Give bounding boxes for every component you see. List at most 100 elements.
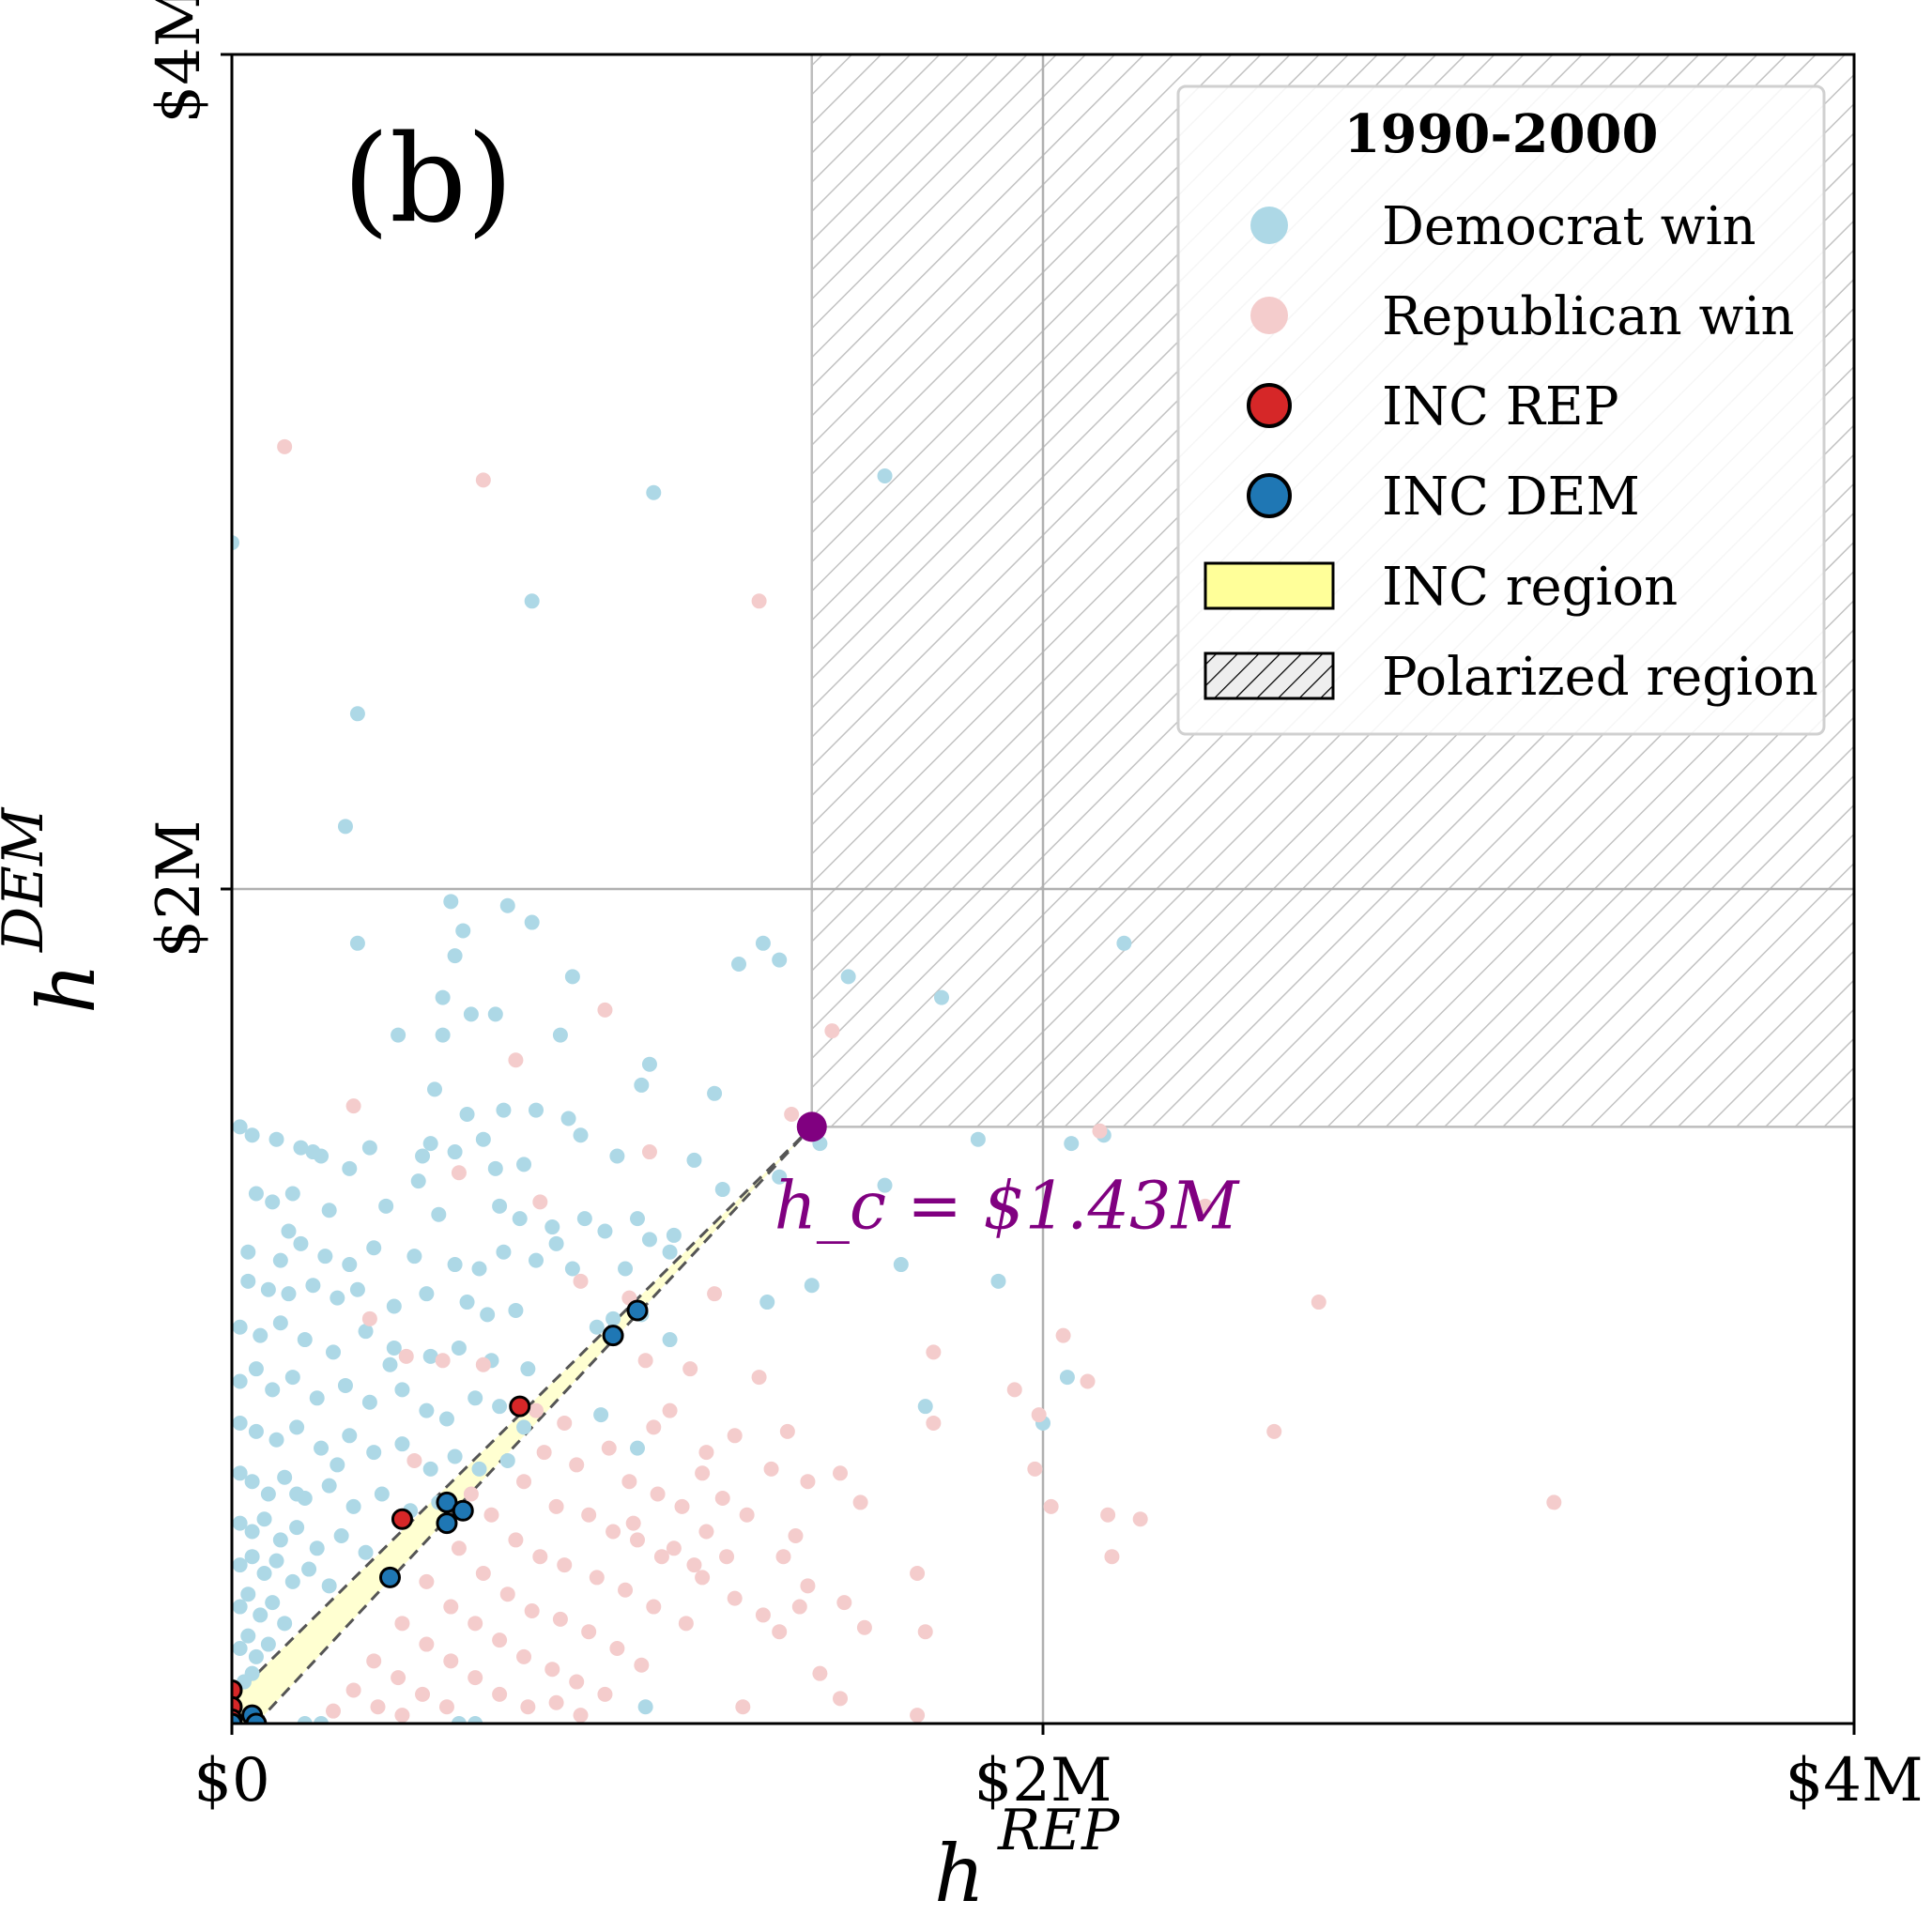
point-democrat-win-164 [256, 1565, 272, 1581]
point-democrat-win-117 [284, 1370, 300, 1386]
legend-label-inc-region: INC region [1382, 557, 1678, 618]
point-democrat-win-74 [317, 1249, 333, 1264]
point-democrat-win-184 [637, 1699, 653, 1715]
point-republican-win-70 [618, 1582, 634, 1598]
point-democrat-win-38 [314, 1148, 330, 1164]
point-republican-win-120 [625, 1515, 641, 1531]
point-republican-win-13 [573, 1273, 589, 1289]
legend-label-republican-win: Republican win [1382, 286, 1794, 347]
point-republican-win-119 [735, 1699, 751, 1715]
grid-lines [232, 54, 1854, 1724]
point-republican-win-88 [597, 1686, 613, 1702]
point-republican-win-36 [662, 1402, 678, 1418]
point-republican-win-27 [1266, 1423, 1282, 1439]
point-democrat-win-129 [917, 1399, 933, 1415]
point-republican-win-39 [695, 1465, 711, 1481]
x-axis-ticks: $0 $2M $4M [193, 1724, 1923, 1816]
point-democrat-win-80 [496, 1244, 512, 1260]
point-republican-win-84 [492, 1632, 508, 1648]
point-democrat-win-176 [248, 1648, 264, 1664]
point-republican-win-68 [557, 1557, 573, 1573]
point-democrat-win-23 [435, 1027, 451, 1043]
point-democrat-win-84 [662, 1244, 678, 1260]
point-republican-win-46 [852, 1494, 868, 1510]
point-democrat-win-83 [618, 1261, 634, 1277]
point-inc-dem-3 [452, 1499, 474, 1522]
point-republican-win-29 [361, 1310, 377, 1326]
point-republican-win-15 [707, 1286, 723, 1302]
point-democrat-win-88 [990, 1273, 1006, 1289]
point-democrat-win-58 [284, 1186, 300, 1202]
x-tick-label-0: $0 [193, 1746, 269, 1816]
point-democrat-win-179 [244, 1665, 260, 1681]
point-democrat-win-42 [475, 1131, 491, 1147]
point-inc-dem-4 [436, 1512, 458, 1535]
point-republican-win-99 [415, 1686, 431, 1702]
point-democrat-win-60 [378, 1198, 394, 1214]
legend-label-inc-rep: INC REP [1382, 376, 1619, 437]
point-democrat-win-28 [427, 1081, 442, 1097]
point-democrat-win-20 [840, 969, 856, 985]
point-democrat-win-158 [289, 1520, 305, 1536]
point-democrat-win-128 [630, 1440, 645, 1456]
point-republican-win-61 [606, 1524, 621, 1540]
point-republican-win-100 [438, 1699, 454, 1715]
point-democrat-win-30 [496, 1102, 512, 1118]
data-points [232, 438, 1562, 1724]
point-republican-win-90 [419, 1636, 435, 1652]
point-democrat-win-44 [415, 1148, 431, 1164]
inc-boundary-lower [254, 1126, 813, 1724]
point-republican-win-45 [788, 1527, 804, 1543]
panel-label: (b) [343, 110, 514, 250]
point-republican-win-123 [719, 1549, 735, 1565]
point-republican-win-2 [751, 593, 767, 609]
point-democrat-win-95 [386, 1298, 402, 1314]
point-democrat-win-59 [321, 1203, 337, 1218]
point-democrat-win-97 [459, 1295, 475, 1310]
point-democrat-win-90 [260, 1281, 276, 1297]
point-democrat-win-65 [576, 1211, 592, 1227]
point-republican-win-83 [468, 1616, 483, 1632]
point-democrat-win-18 [463, 1006, 479, 1022]
point-democrat-win-45 [487, 1160, 503, 1176]
point-republican-win-5 [508, 1052, 524, 1068]
point-democrat-win-63 [512, 1211, 528, 1227]
point-democrat-win-85 [893, 1257, 909, 1273]
point-democrat-win-157 [272, 1532, 288, 1548]
point-republican-win-8 [641, 1144, 657, 1160]
point-republican-win-21 [1055, 1327, 1071, 1343]
point-democrat-win-118 [309, 1390, 325, 1406]
point-republican-win-97 [366, 1653, 382, 1669]
point-republican-win-85 [516, 1648, 532, 1664]
point-republican-win-6 [345, 1098, 361, 1114]
y-axis-label-group: h DEM [0, 806, 113, 1014]
point-republican-win-18 [751, 1370, 767, 1386]
point-republican-win-76 [524, 1602, 540, 1618]
point-democrat-win-17 [435, 989, 451, 1005]
point-democrat-win-114 [232, 1373, 248, 1389]
point-republican-win-87 [569, 1674, 585, 1690]
point-democrat-win-46 [516, 1157, 532, 1172]
point-republican-win-107 [755, 1607, 771, 1623]
point-republican-win-50 [1132, 1511, 1148, 1527]
point-republican-win-86 [544, 1662, 560, 1678]
y-tick-label-0: $2M [145, 820, 214, 958]
point-democrat-win-35 [268, 1131, 284, 1147]
point-democrat-win-187 [382, 1356, 398, 1372]
legend-title: 1990-2000 [1344, 103, 1659, 165]
point-republican-win-92 [468, 1670, 483, 1686]
point-democrat-win-147 [277, 1469, 293, 1485]
legend-box [1176, 84, 1826, 736]
legend-label-polarized-region: Polarized region [1382, 647, 1818, 708]
point-democrat-win-136 [314, 1440, 330, 1456]
point-republican-win-30 [398, 1348, 414, 1364]
legend-marker-inc-rep [1247, 383, 1292, 428]
inc-boundary-upper [232, 1126, 813, 1700]
point-democrat-win-7 [499, 897, 515, 913]
point-inc-dem-8 [232, 1712, 243, 1724]
point-democrat-win-10 [455, 923, 471, 939]
point-democrat-win-182 [451, 1716, 467, 1724]
point-democrat-win-162 [232, 1557, 248, 1573]
point-republican-win-54 [601, 1440, 617, 1456]
point-republican-win-78 [581, 1624, 597, 1640]
